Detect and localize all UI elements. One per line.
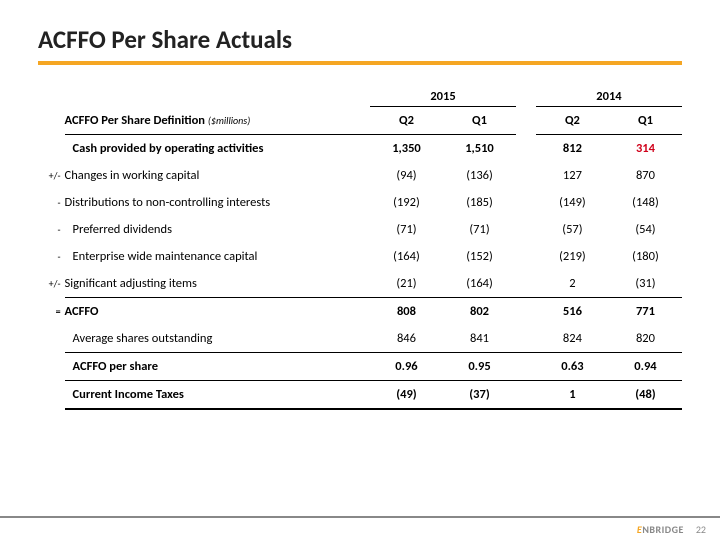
row-prefix: - bbox=[38, 189, 65, 216]
cell-value: (219) bbox=[536, 243, 609, 270]
page-title: ACFFO Per Share Actuals bbox=[38, 24, 682, 55]
q-header: Q2 bbox=[370, 107, 443, 135]
cell-value: (21) bbox=[370, 270, 443, 298]
cell-value: 0.95 bbox=[443, 353, 516, 381]
cell-value: (37) bbox=[443, 381, 516, 410]
cell-value: 870 bbox=[609, 162, 682, 189]
cell-value: 1,510 bbox=[443, 135, 516, 163]
cell-value: (164) bbox=[370, 243, 443, 270]
cell-value: (54) bbox=[609, 216, 682, 243]
table-row: ACFFO per share0.960.95 0.630.94 bbox=[38, 353, 682, 381]
table-row: -Distributions to non-controlling intere… bbox=[38, 189, 682, 216]
year-header-2014: 2014 bbox=[536, 83, 682, 107]
cell-value: 808 bbox=[370, 298, 443, 326]
cell-value: 1 bbox=[536, 381, 609, 410]
row-label: Distributions to non-controlling interes… bbox=[65, 189, 370, 216]
cell-value: 0.63 bbox=[536, 353, 609, 381]
definition-header: ACFFO Per Share Definition ($millions) bbox=[65, 107, 370, 135]
cell-value: 771 bbox=[609, 298, 682, 326]
acffo-table: 2015 2014 ACFFO Per Share Definition ($m… bbox=[38, 83, 682, 410]
cell-value: 824 bbox=[536, 325, 609, 353]
cell-value: 0.94 bbox=[609, 353, 682, 381]
cell-value: (31) bbox=[609, 270, 682, 298]
row-prefix bbox=[38, 381, 65, 410]
cell-value: (48) bbox=[609, 381, 682, 410]
q-header: Q2 bbox=[536, 107, 609, 135]
row-label: Enterprise wide maintenance capital bbox=[65, 243, 370, 270]
row-prefix bbox=[38, 353, 65, 381]
cell-value: (149) bbox=[536, 189, 609, 216]
row-prefix bbox=[38, 325, 65, 353]
q-header: Q1 bbox=[609, 107, 682, 135]
cell-value: (152) bbox=[443, 243, 516, 270]
page-number: 22 bbox=[696, 523, 706, 536]
cell-value: (94) bbox=[370, 162, 443, 189]
cell-value: 841 bbox=[443, 325, 516, 353]
row-prefix: - bbox=[38, 216, 65, 243]
cell-value: 314 bbox=[609, 135, 682, 163]
row-label: Changes in working capital bbox=[65, 162, 370, 189]
cell-value: (164) bbox=[443, 270, 516, 298]
cell-value: 820 bbox=[609, 325, 682, 353]
cell-value: 1,350 bbox=[370, 135, 443, 163]
table-row: -Preferred dividends(71)(71)(57)(54) bbox=[38, 216, 682, 243]
table-row: Average shares outstanding846841 824820 bbox=[38, 325, 682, 353]
cell-value: (49) bbox=[370, 381, 443, 410]
table-row: Cash provided by operating activities1,3… bbox=[38, 135, 682, 163]
row-label: Significant adjusting items bbox=[65, 270, 370, 298]
row-prefix bbox=[38, 135, 65, 163]
footer: ENBRIDGE 22 bbox=[0, 516, 720, 540]
title-rule bbox=[38, 61, 682, 65]
cell-value: (180) bbox=[609, 243, 682, 270]
cell-value: 127 bbox=[536, 162, 609, 189]
cell-value: 516 bbox=[536, 298, 609, 326]
row-label: Cash provided by operating activities bbox=[65, 135, 370, 163]
cell-value: (57) bbox=[536, 216, 609, 243]
cell-value: (71) bbox=[370, 216, 443, 243]
cell-value: (192) bbox=[370, 189, 443, 216]
table-row: Current Income Taxes(49)(37) 1(48) bbox=[38, 381, 682, 410]
cell-value: (71) bbox=[443, 216, 516, 243]
row-label: Preferred dividends bbox=[65, 216, 370, 243]
year-header-2015: 2015 bbox=[370, 83, 516, 107]
table-row: -Enterprise wide maintenance capital(164… bbox=[38, 243, 682, 270]
row-label: ACFFO per share bbox=[65, 353, 370, 381]
cell-value: 0.96 bbox=[370, 353, 443, 381]
cell-value: (185) bbox=[443, 189, 516, 216]
q-header: Q1 bbox=[443, 107, 516, 135]
row-prefix: +/- bbox=[38, 162, 65, 189]
definition-header-text: ACFFO Per Share Definition bbox=[65, 113, 205, 128]
row-prefix: - bbox=[38, 243, 65, 270]
cell-value: 802 bbox=[443, 298, 516, 326]
table-row: +/-Changes in working capital(94)(136) 12… bbox=[38, 162, 682, 189]
cell-value: 846 bbox=[370, 325, 443, 353]
footer-logo: ENBRIDGE bbox=[637, 523, 684, 536]
cell-value: 812 bbox=[536, 135, 609, 163]
cell-value: (148) bbox=[609, 189, 682, 216]
table-row: =ACFFO808802 516771 bbox=[38, 298, 682, 326]
row-prefix: +/- bbox=[38, 270, 65, 298]
table-row: +/-Significant adjusting items(21)(164) 2… bbox=[38, 270, 682, 298]
cell-value: (136) bbox=[443, 162, 516, 189]
row-prefix: = bbox=[38, 298, 65, 326]
row-label: ACFFO bbox=[65, 298, 370, 326]
definition-header-sub: ($millions) bbox=[208, 114, 250, 127]
cell-value: 2 bbox=[536, 270, 609, 298]
row-label: Current Income Taxes bbox=[65, 381, 370, 410]
row-label: Average shares outstanding bbox=[65, 325, 370, 353]
